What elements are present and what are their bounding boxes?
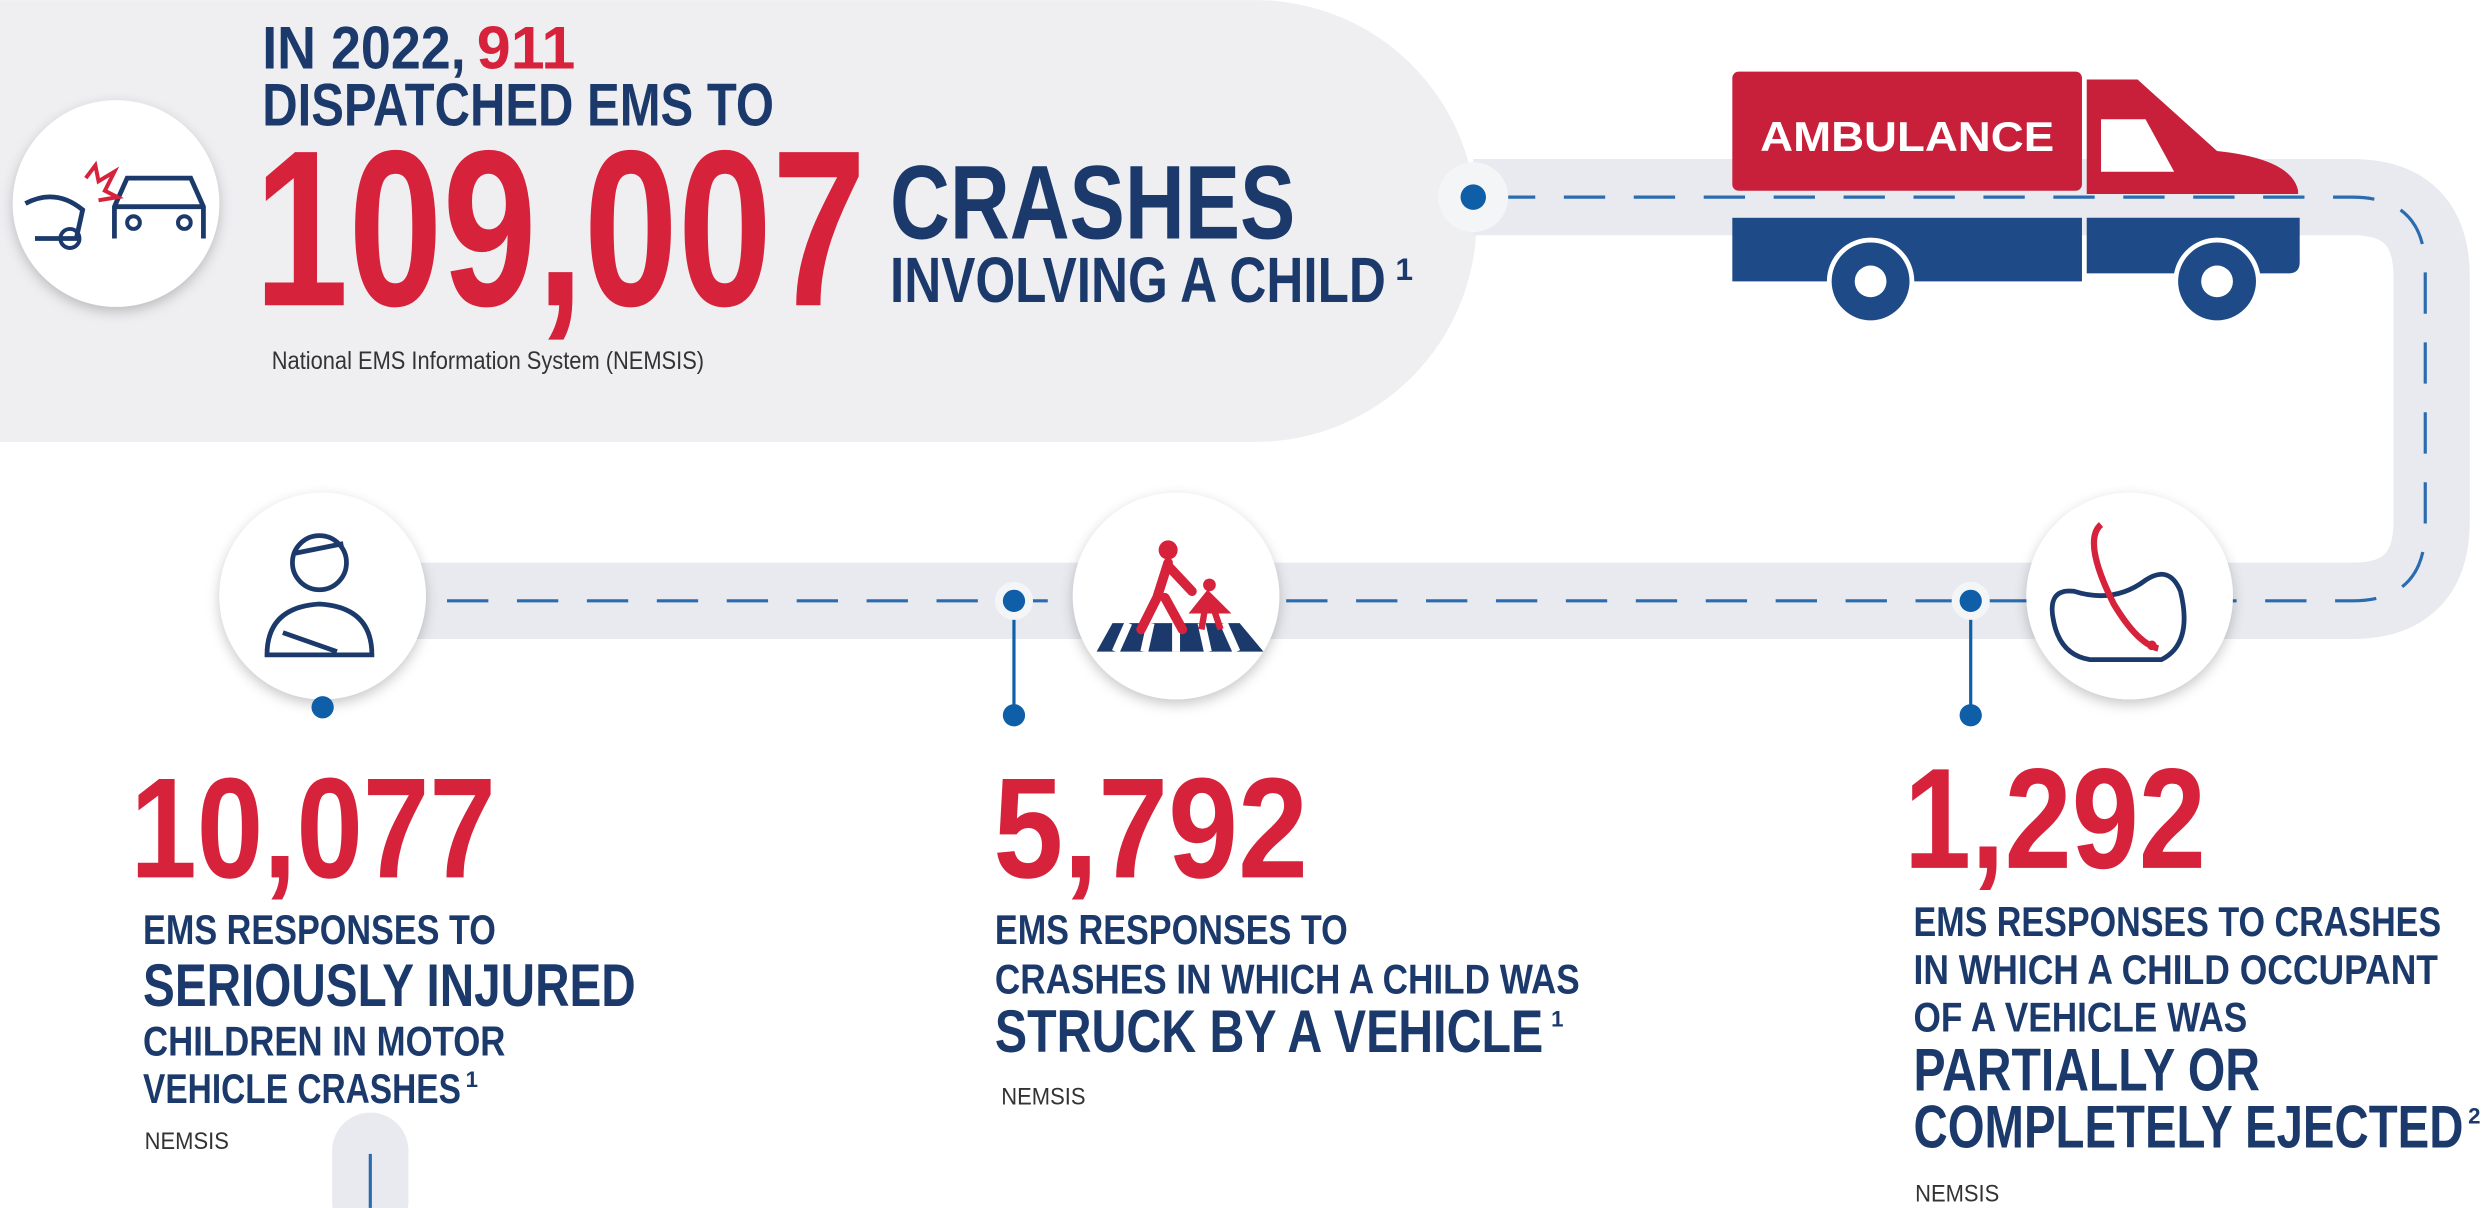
stat-dot [1003,704,1025,726]
vehicle-label: AMBULANCE [1760,114,2054,160]
stat-line: EMS RESPONSES TO CRASHES [1914,899,2442,945]
infographic: AMBULANCE IN 2022, 911 DISPATCHED EMS TO… [0,0,2492,1208]
footnote: 2 [2468,1104,2480,1129]
stat-line: EMS RESPONSES TO [995,907,1348,953]
stat-line: COMPLETELY EJECTED [1914,1093,2464,1161]
stat-line: VEHICLE CRASHES [143,1066,461,1112]
stat-number: 5,792 [993,749,1308,908]
road-dot [1461,184,1486,209]
crash-icon [13,100,220,307]
footnote: 1 [466,1067,478,1092]
footnote: 1 [1395,251,1413,287]
injured-icon [219,493,426,700]
source: NEMSIS [145,1128,229,1155]
hero-subline: INVOLVING A CHILD [890,245,1386,316]
footnote: 1 [1551,1007,1563,1032]
source: NEMSIS [1001,1084,1085,1111]
stat-dot [1960,704,1982,726]
source: NEMSIS [1915,1181,1999,1208]
car-seat-icon [2026,493,2233,700]
source: National EMS Information System (NEMSIS) [272,347,704,375]
stat-line: IN WHICH A CHILD OCCUPANT [1914,947,2438,993]
pedestrian-icon [1073,493,1280,700]
stat-line: STRUCK BY A VEHICLE [995,997,1543,1065]
road-dot [1003,590,1025,612]
stat-line: CRASHES IN WHICH A CHILD WAS [995,956,1580,1002]
stat-line: EMS RESPONSES TO [143,907,496,953]
stat-line: OF A VEHICLE WAS [1914,995,2248,1041]
stat-dot [312,696,334,718]
stat-number: 10,077 [130,749,496,908]
stat-line: CHILDREN IN MOTOR [143,1018,505,1064]
stat-line: SERIOUSLY INJURED [143,951,636,1019]
road-dot [1960,590,1982,612]
page: AMBULANCE IN 2022, 911 DISPATCHED EMS TO… [0,0,2492,1208]
stat-number: 1,292 [1904,740,2206,899]
hero-number: 109,007 [254,105,866,353]
hero-headline: CRASHES [890,144,1295,261]
